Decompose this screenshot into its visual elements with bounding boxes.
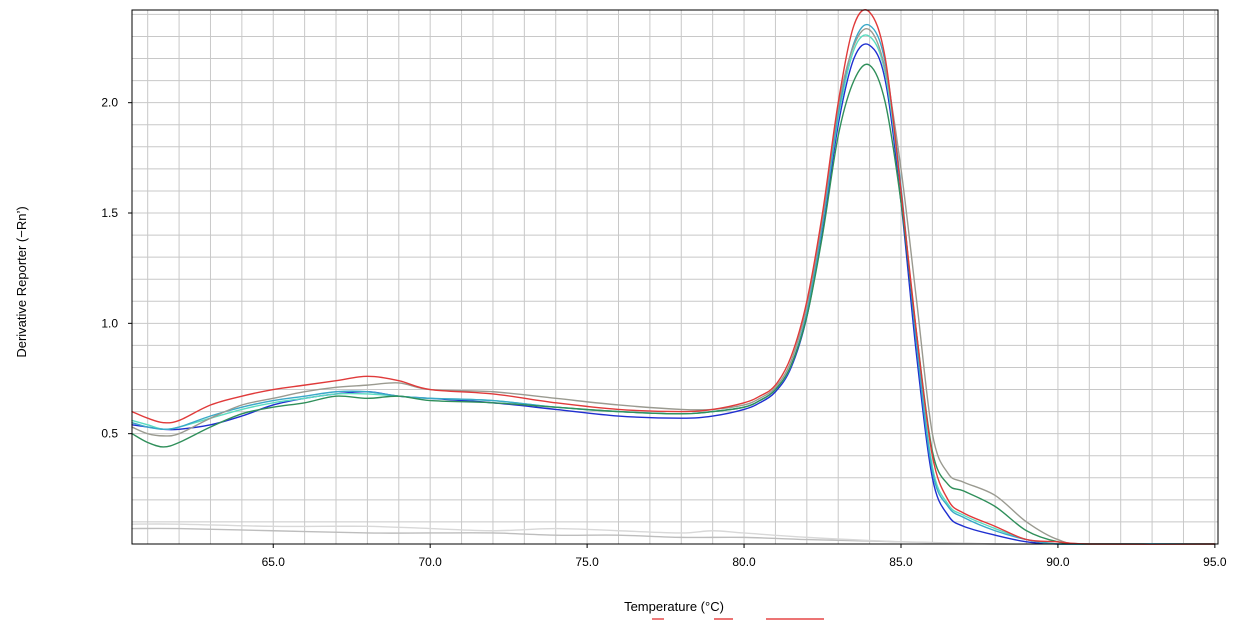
grid [132, 10, 1218, 544]
x-axis-ticks: 65.0 70.0 75.0 80.0 85.0 90.0 95.0 [262, 544, 1227, 569]
y-tick-label: 1.5 [101, 206, 118, 220]
x-tick-label: 95.0 [1203, 555, 1227, 569]
x-axis-title: Temperature (°C) [624, 599, 724, 614]
series-line-3 [131, 63, 1216, 545]
x-tick-label: 90.0 [1046, 555, 1070, 569]
x-tick-label: 75.0 [575, 555, 599, 569]
y-tick-label: 1.0 [101, 316, 118, 330]
x-tick-label: 65.0 [262, 555, 286, 569]
y-axis-ticks: 0.5 1.0 1.5 2.0 [101, 96, 132, 441]
y-tick-label: 2.0 [101, 96, 118, 110]
series-line-1 [131, 9, 1216, 545]
x-tick-label: 85.0 [889, 555, 913, 569]
x-tick-label: 70.0 [418, 555, 442, 569]
series-line-6 [131, 43, 1216, 545]
plot-frame [131, 9, 1219, 545]
series-line-2 [131, 28, 1216, 546]
y-axis-title: Derivative Reporter (−Rn’) [14, 206, 29, 357]
x-tick-label: 80.0 [732, 555, 756, 569]
y-tick-label: 0.5 [101, 427, 118, 441]
